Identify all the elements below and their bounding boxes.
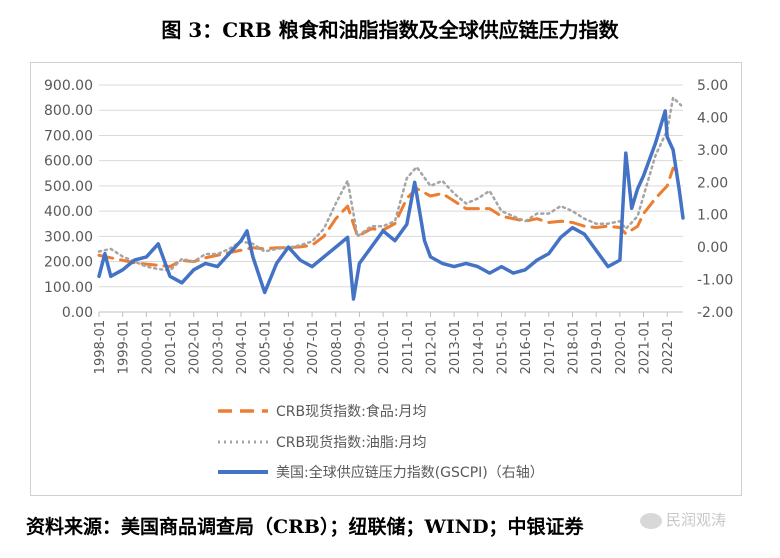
x-tick-label: 2006-01 xyxy=(282,320,297,374)
x-tick-label: 2015-01 xyxy=(495,320,510,374)
x-tick-label: 2019-01 xyxy=(590,320,605,374)
x-tick-label: 2018-01 xyxy=(567,320,582,374)
x-tick-label: 2016-01 xyxy=(519,320,534,374)
x-tick-label: 2020-01 xyxy=(614,320,629,374)
watermark-text: 民润观涛 xyxy=(666,511,727,529)
legend-label: CRB现货指数:食品:月均 xyxy=(276,403,427,420)
x-tick-label: 2014-01 xyxy=(472,320,487,374)
x-tick-label: 2012-01 xyxy=(424,320,439,374)
source-note: 资料来源：美国商品调查局（CRB）；纽联储；WIND；中银证券 xyxy=(26,516,584,538)
series-line xyxy=(97,166,683,269)
y-right-tick-label: 5.00 xyxy=(697,78,728,94)
x-tick-label: 1998-01 xyxy=(93,320,108,374)
x-tick-label: 2010-01 xyxy=(377,320,392,374)
x-tick-label: 2000-01 xyxy=(140,320,155,374)
y-left-tick-label: 200.00 xyxy=(44,255,93,271)
y-left-tick-label: 900.00 xyxy=(44,78,93,94)
chart-frame xyxy=(30,62,742,496)
y-right-tick-label: -2.00 xyxy=(697,305,733,321)
y-left-tick-label: 500.00 xyxy=(44,179,93,195)
x-tick-label: 2017-01 xyxy=(543,320,558,374)
x-tick-label: 2013-01 xyxy=(448,320,463,374)
y-left-tick-label: 0.00 xyxy=(62,305,93,321)
y-right-tick-label: 2.00 xyxy=(697,175,728,191)
x-tick-label: 2008-01 xyxy=(330,320,345,374)
y-right-tick-label: 0.00 xyxy=(697,240,728,256)
series-line xyxy=(97,96,683,272)
series-line xyxy=(97,109,685,301)
y-right-tick-label: 1.00 xyxy=(697,208,728,224)
legend-label: 美国:全球供应链压力指数(GSCPI)（右轴） xyxy=(276,464,544,481)
wechat-icon xyxy=(640,512,662,529)
chart-title: 图 3：CRB 粮食和油脂指数及全球供应链压力指数 xyxy=(161,18,619,42)
x-tick-label: 2022-01 xyxy=(661,320,676,374)
y-left-tick-label: 100.00 xyxy=(44,280,93,296)
y-right-tick-label: 4.00 xyxy=(697,110,728,126)
y-right-tick-label: 3.00 xyxy=(697,143,728,159)
x-tick-label: 2011-01 xyxy=(401,320,416,374)
x-tick-label: 2005-01 xyxy=(259,320,274,374)
x-tick-label: 2009-01 xyxy=(353,320,368,374)
y-left-tick-label: 800.00 xyxy=(44,103,93,119)
x-tick-label: 1999-01 xyxy=(117,320,132,374)
y-left-tick-label: 300.00 xyxy=(44,229,93,245)
x-tick-label: 2007-01 xyxy=(306,320,321,374)
x-tick-label: 2003-01 xyxy=(211,320,226,374)
y-left-tick-label: 600.00 xyxy=(44,154,93,170)
legend-label: CRB现货指数:油脂:月均 xyxy=(276,434,427,451)
x-tick-label: 2004-01 xyxy=(235,320,250,374)
y-right-tick-label: -1.00 xyxy=(697,273,733,289)
watermark: 民润观涛 xyxy=(640,509,726,530)
x-tick-label: 2021-01 xyxy=(638,320,653,374)
x-tick-label: 2001-01 xyxy=(164,320,179,374)
y-left-tick-label: 400.00 xyxy=(44,204,93,220)
x-tick-label: 2002-01 xyxy=(188,320,203,374)
y-left-tick-label: 700.00 xyxy=(44,128,93,144)
